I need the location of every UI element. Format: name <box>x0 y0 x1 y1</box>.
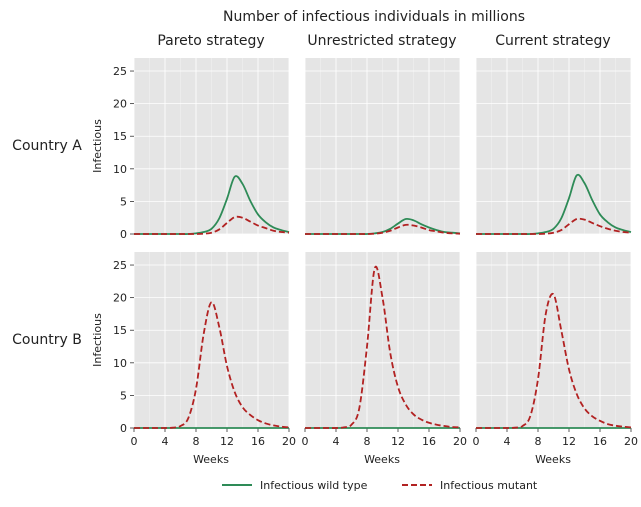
y-tick-label: 25 <box>113 259 127 272</box>
x-tick-label: 4 <box>162 435 169 448</box>
x-axis-label-unrestricted: Weeks <box>364 453 400 466</box>
series-line-wild-type <box>476 173 632 235</box>
row-title-country-b: Country B <box>12 332 82 348</box>
y-tick-label: 0 <box>120 228 127 241</box>
series-line-wild-type <box>134 175 290 235</box>
y-axis-label-row-a: Infectious <box>91 119 104 173</box>
figure-title: Number of infectious individuals in mill… <box>223 9 525 25</box>
x-axis-label-pareto: Weeks <box>193 453 229 466</box>
column-title-current: Current strategy <box>495 33 610 49</box>
panel-grid: 0 5 10 15 20 25 0 5 10 15 20 25 0 4 8 12 16 20 0 4 8 12 16 20 0 4… <box>113 58 638 448</box>
panel-country-a-current-strategy <box>475 58 632 235</box>
panel-country-b-pareto-strategy: 0 5 10 15 20 25 0 4 8 12 16 20 <box>113 252 296 448</box>
legend-label-mutant: Infectious mutant <box>440 479 538 492</box>
x-tick-label: 16 <box>422 435 436 448</box>
x-tick-label: 16 <box>593 435 607 448</box>
panel-country-b-current-strategy: 0 4 8 12 16 20 <box>473 252 638 448</box>
x-tick-label: 20 <box>282 435 296 448</box>
x-tick-label: 20 <box>453 435 467 448</box>
y-axis-label-row-b: Infectious <box>91 313 104 367</box>
series-line-mutant <box>134 301 290 429</box>
y-tick-label: 0 <box>120 422 127 435</box>
series-line-mutant <box>305 223 461 235</box>
x-tick-label: 12 <box>391 435 405 448</box>
x-tick-label: 16 <box>251 435 265 448</box>
y-tick-label: 20 <box>113 98 127 111</box>
panel-country-a-pareto-strategy: 0 5 10 15 20 25 <box>113 58 290 241</box>
x-tick-label: 0 <box>473 435 480 448</box>
y-tick-label: 5 <box>120 195 127 208</box>
column-title-pareto: Pareto strategy <box>157 33 264 49</box>
y-tick-label: 10 <box>113 357 127 370</box>
x-tick-label: 8 <box>193 435 200 448</box>
x-tick-label: 20 <box>624 435 638 448</box>
x-tick-label: 4 <box>504 435 511 448</box>
panel-country-b-unrestricted-strategy: 0 4 8 12 16 20 <box>302 252 467 448</box>
x-tick-label: 8 <box>535 435 542 448</box>
y-tick-label: 5 <box>120 389 127 402</box>
y-tick-label: 20 <box>113 292 127 305</box>
x-tick-label: 0 <box>302 435 309 448</box>
row-title-country-a: Country A <box>12 138 82 154</box>
y-tick-label: 10 <box>113 163 127 176</box>
x-axis-label-current: Weeks <box>535 453 571 466</box>
x-tick-label: 4 <box>333 435 340 448</box>
panel-country-a-unrestricted-strategy <box>304 58 461 235</box>
x-tick-label: 12 <box>220 435 234 448</box>
legend: Infectious wild type Infectious mutant <box>222 479 538 492</box>
y-tick-label: 15 <box>113 130 127 143</box>
x-tick-label: 0 <box>131 435 138 448</box>
series-line-mutant <box>134 215 290 235</box>
column-title-unrestricted: Unrestricted strategy <box>307 33 456 49</box>
x-tick-label: 12 <box>562 435 576 448</box>
x-tick-label: 8 <box>364 435 371 448</box>
y-tick-label: 25 <box>113 65 127 78</box>
legend-label-wild-type: Infectious wild type <box>260 479 368 492</box>
series-line-mutant <box>476 217 632 235</box>
y-tick-label: 15 <box>113 324 127 337</box>
